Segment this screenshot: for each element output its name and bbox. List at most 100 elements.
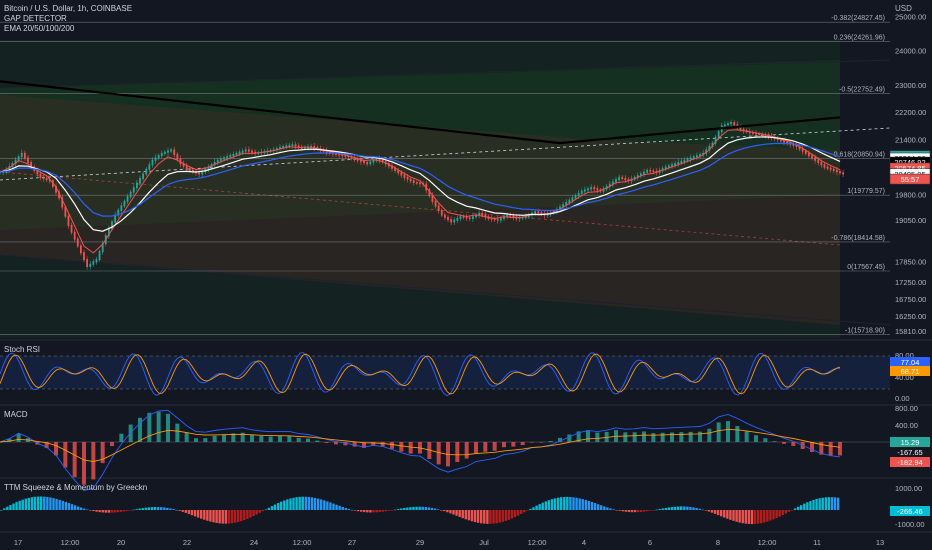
ttm-bar	[329, 502, 332, 510]
ttm-bar	[803, 503, 806, 510]
candle	[394, 167, 397, 172]
ttm-bar	[649, 510, 652, 511]
stoch-band	[0, 356, 890, 389]
price-tick-label: 16750.00	[895, 295, 926, 304]
macd-histogram-bar	[642, 431, 646, 442]
macd-histogram-bar	[222, 434, 226, 442]
candle	[297, 145, 300, 148]
candle	[30, 161, 33, 168]
candle	[714, 136, 717, 144]
ttm-bar	[206, 510, 209, 521]
ttm-bar	[221, 510, 224, 524]
ttm-label[interactable]: TTM Squeeze & Momentum by Greeckn	[4, 483, 147, 492]
candle	[540, 212, 543, 215]
candle	[624, 177, 627, 181]
macd-histogram-bar	[744, 431, 749, 442]
ttm-bar	[415, 506, 418, 510]
ttm-bar	[827, 497, 831, 510]
stoch-badge	[890, 366, 930, 376]
ttm-bar	[732, 510, 735, 521]
symbol-title[interactable]: Bitcoin / U.S. Dollar, 1h, COINBASE	[4, 4, 132, 13]
macd-histogram-bar	[688, 431, 693, 442]
ttm-bar	[95, 510, 98, 512]
ttm-bar	[261, 510, 264, 512]
candle	[55, 185, 57, 193]
macd-histogram-bar	[586, 430, 590, 442]
stoch-badge-label: 68.71	[901, 367, 920, 376]
candle	[580, 190, 583, 194]
candle	[356, 158, 359, 161]
ttm-bar	[566, 496, 569, 510]
ttm-bar	[470, 510, 474, 522]
time-tick-label: 6	[648, 538, 652, 547]
channel-line-top	[0, 59, 891, 89]
stoch-rsi-label[interactable]: Stoch RSI	[4, 345, 40, 354]
ttm-bar	[3, 508, 6, 510]
ttm-bar	[695, 507, 698, 510]
ttm-bar	[713, 510, 717, 514]
ttm-bar	[427, 507, 431, 510]
candle	[310, 145, 313, 148]
indicator-gap-detector[interactable]: GAP DETECTOR	[4, 14, 67, 23]
candle	[45, 177, 48, 181]
candle	[490, 217, 493, 220]
ttm-bar	[458, 510, 461, 517]
candle	[279, 147, 281, 150]
green-zone	[0, 40, 840, 338]
candle	[534, 211, 537, 214]
fib-level-label: 1(19779.57)	[847, 188, 885, 195]
ttm-bar	[304, 496, 308, 510]
ttm-bar	[578, 498, 581, 510]
ttm-bar	[513, 510, 517, 518]
price-tick-label: 19050.00	[895, 216, 926, 225]
macd-histogram-bar	[838, 442, 842, 456]
macd-label[interactable]: MACD	[4, 410, 28, 419]
candle	[325, 150, 328, 153]
ttm-bar	[830, 497, 834, 510]
macd-histogram-bar	[184, 432, 189, 442]
ttm-bar	[310, 497, 314, 510]
ttm-bar	[98, 510, 101, 513]
macd-histogram-bar	[240, 432, 245, 442]
candle	[456, 217, 459, 221]
candle	[73, 231, 76, 240]
indicator-ema[interactable]: EMA 20/50/100/200	[4, 24, 75, 33]
ttm-bar	[655, 509, 658, 511]
ttm-bar	[403, 508, 406, 510]
ttm-bar	[215, 510, 218, 523]
candle	[832, 168, 835, 172]
ttm-bar	[190, 510, 194, 516]
macd-histogram-bar	[782, 442, 786, 444]
candle	[303, 147, 306, 149]
ttm-bar	[18, 500, 21, 510]
candle	[646, 169, 649, 173]
ttm-bar	[356, 510, 360, 512]
candle	[188, 167, 191, 172]
macd-histogram-bar	[707, 428, 712, 442]
candle	[42, 176, 45, 180]
ttm-bar	[710, 510, 714, 513]
ttm-bar	[378, 510, 381, 513]
candle	[459, 216, 462, 219]
ttm-bar	[683, 506, 686, 510]
ttm-bar	[492, 510, 495, 524]
ttm-bar	[535, 505, 538, 510]
macd-histogram-bar	[72, 442, 77, 478]
ttm-bar	[252, 510, 255, 517]
macd-histogram-bar	[296, 437, 301, 442]
ttm-bar	[698, 508, 701, 510]
candle	[450, 219, 453, 223]
ttm-bar	[316, 498, 320, 510]
candle	[129, 191, 132, 198]
candle	[288, 144, 291, 147]
time-tick-label: 20	[117, 538, 125, 547]
ttm-bar	[255, 510, 258, 515]
ttm-bar	[741, 510, 744, 524]
macd-histogram-bar	[156, 411, 161, 442]
macd-tick: 400.00	[895, 421, 918, 430]
candle	[537, 211, 540, 214]
candle	[478, 212, 481, 216]
ttm-bar	[809, 501, 812, 510]
ttm-bar	[689, 506, 692, 510]
